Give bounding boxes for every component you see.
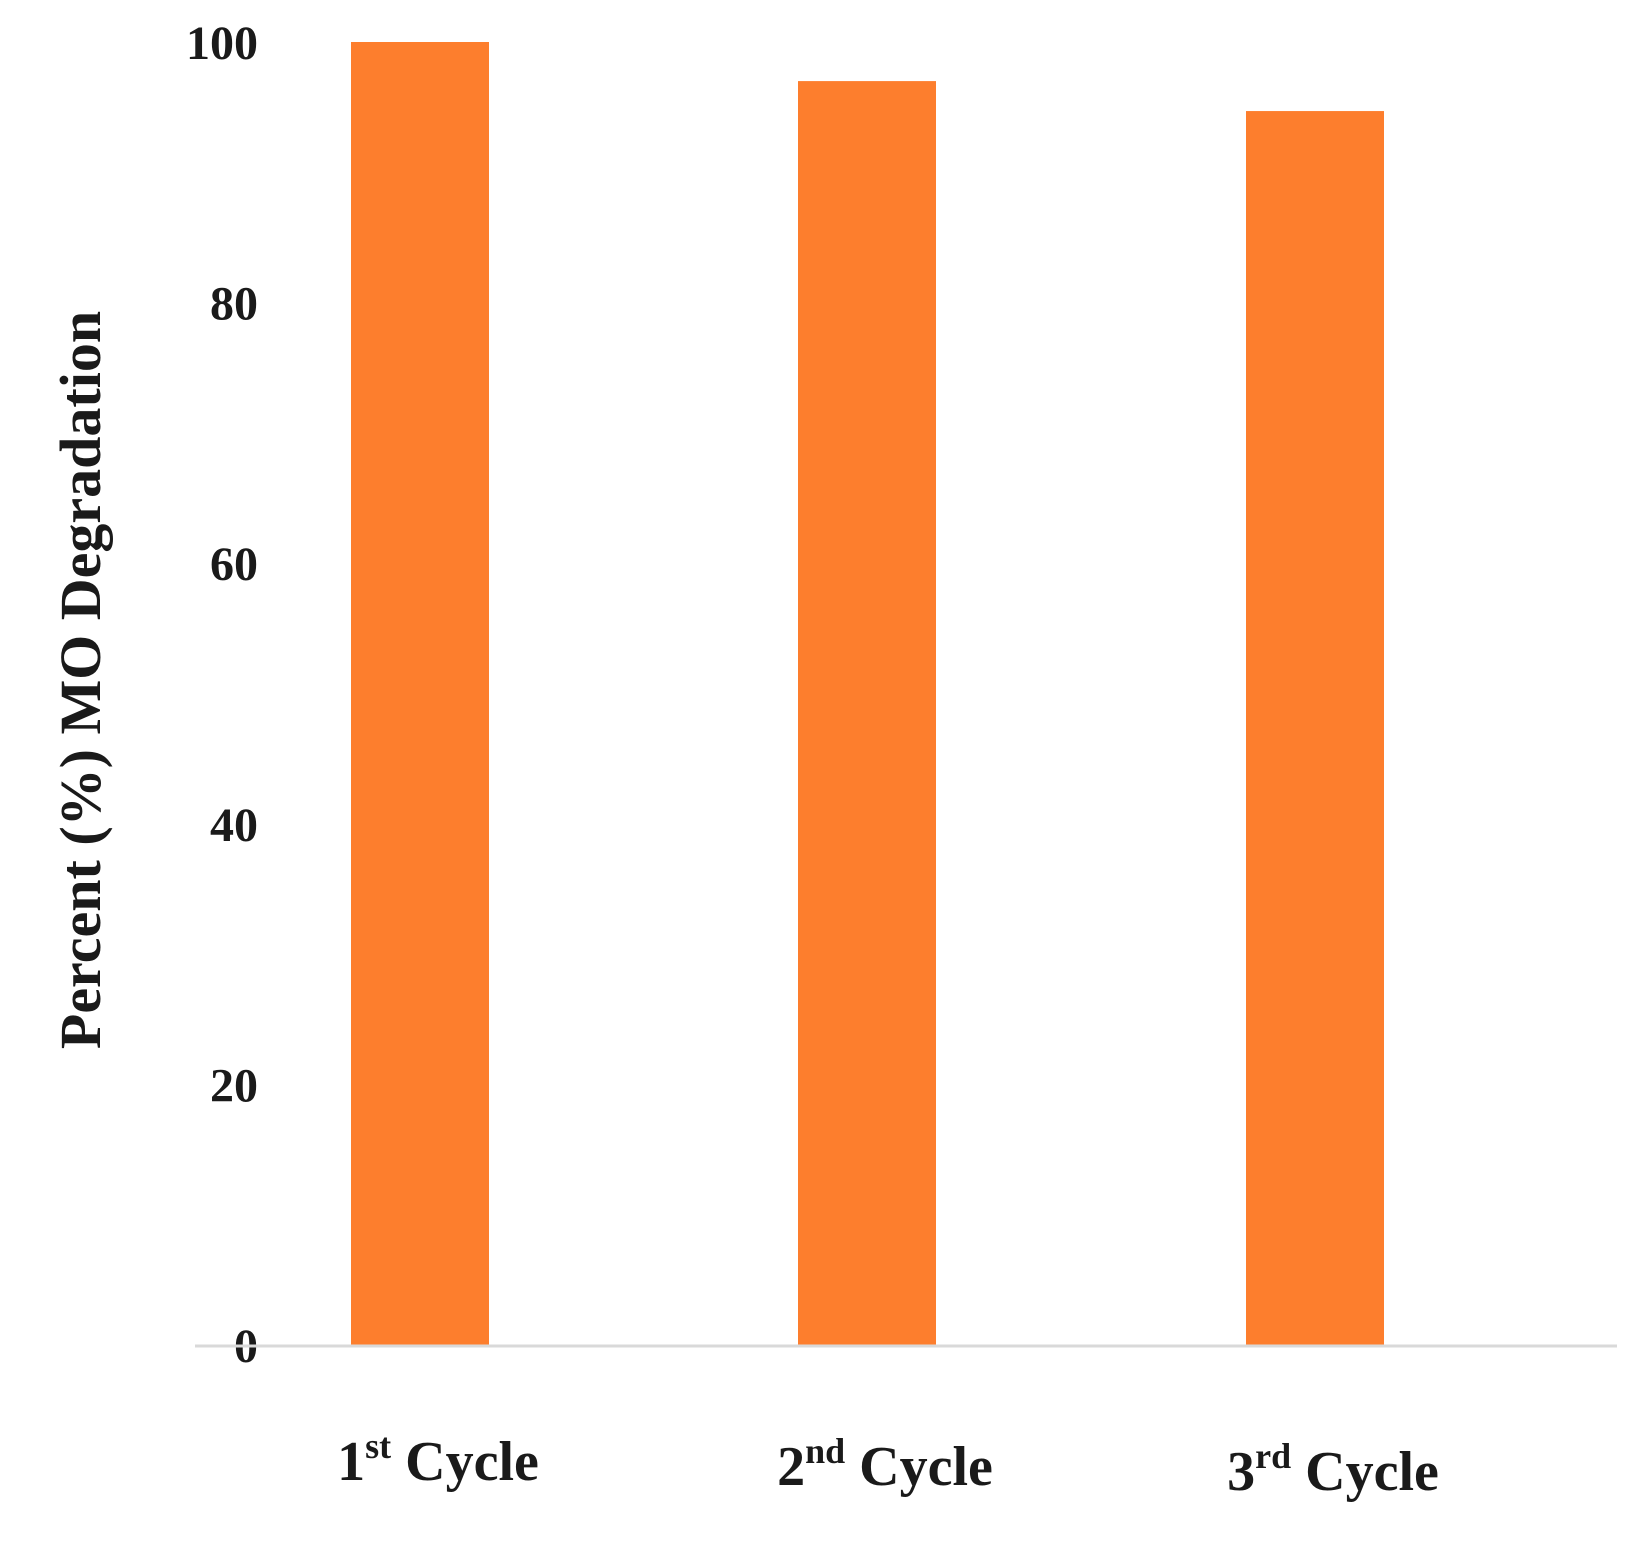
x-tick-label-number: 1 [337, 1431, 365, 1493]
x-tick-label-text: Cycle [1291, 1441, 1439, 1503]
x-tick-label: 3rd Cycle [1227, 1436, 1439, 1503]
x-tick-label-text: Cycle [845, 1436, 993, 1498]
x-tick-label-superscript: rd [1255, 1436, 1291, 1476]
y-tick-label: 100 [186, 17, 258, 70]
y-tick-label: 80 [210, 278, 258, 331]
y-tick-label: 20 [210, 1059, 258, 1112]
x-tick-label: 1st Cycle [337, 1426, 539, 1493]
y-tick-label: 40 [210, 799, 258, 852]
x-tick-label-superscript: st [365, 1426, 391, 1466]
x-tick-label-number: 2 [777, 1436, 805, 1498]
bars [351, 42, 1384, 1346]
bar [1246, 111, 1384, 1346]
x-tick-label-text: Cycle [391, 1431, 539, 1493]
x-tick-labels: 1st Cycle 2nd Cycle 3rd Cycle [337, 1426, 1439, 1503]
x-tick-label-superscript: nd [805, 1431, 845, 1471]
x-tick-label-number: 3 [1227, 1441, 1255, 1503]
y-axis-title: Percent (%) MO Degradation [48, 311, 113, 1049]
bar [351, 42, 489, 1345]
y-tick-label: 60 [210, 538, 258, 591]
bar [798, 81, 936, 1346]
x-tick-label: 2nd Cycle [777, 1431, 993, 1498]
